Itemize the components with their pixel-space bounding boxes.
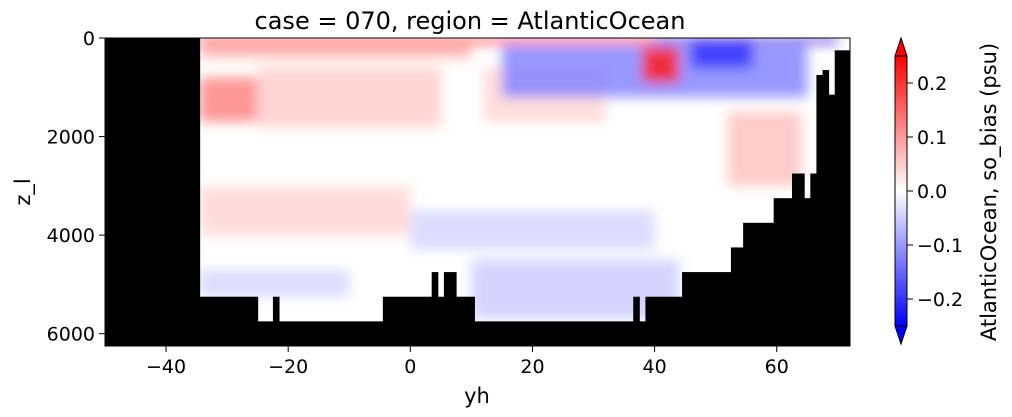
bias-cell-1 <box>654 38 838 44</box>
x-axis-label: yh <box>464 384 490 408</box>
x-axis-ticks: −40 −20 0 20 40 60 <box>146 346 789 378</box>
colorbar-gradient <box>894 55 908 327</box>
seafloor-column-24 <box>834 50 850 346</box>
seafloor-column-23 <box>828 94 836 346</box>
x-tick-label: −20 <box>268 356 308 378</box>
seafloor-column-2 <box>257 321 274 346</box>
x-tick-label: −40 <box>146 356 186 378</box>
bias-cell-2 <box>199 43 472 58</box>
seafloor-column-10 <box>474 321 634 346</box>
seafloor-column-15 <box>730 247 744 346</box>
bias-cell-12 <box>471 259 680 319</box>
bias-cell-0 <box>199 38 838 44</box>
seafloor-column-0 <box>105 38 201 346</box>
x-tick-label: 20 <box>520 356 544 378</box>
y-tick-label: 4000 <box>47 225 95 247</box>
y-tick-label: 2000 <box>47 127 95 149</box>
bias-cell-9 <box>727 111 802 186</box>
seafloor-column-14 <box>682 272 732 346</box>
bathymetry-mask <box>105 38 850 346</box>
seafloor-column-9 <box>456 296 475 346</box>
colorbar-tick-label: 0.1 <box>917 127 947 149</box>
colorbar-extend-min <box>894 325 908 346</box>
colorbar-tick-label: −0.2 <box>917 289 963 311</box>
seafloor-column-11 <box>633 296 640 346</box>
colorbar: −0.2 −0.1 0.0 0.1 0.2 AtlanticOcean, so_bias… <box>894 36 1002 346</box>
plot-frame <box>104 37 851 347</box>
bias-cell-4 <box>257 67 441 127</box>
colorbar-ticks: −0.2 −0.1 0.0 0.1 0.2 <box>907 73 963 311</box>
seafloor-column-20 <box>810 173 817 346</box>
seafloor-column-3 <box>272 296 280 346</box>
seafloor-column-17 <box>773 198 793 346</box>
colorbar-extend-max <box>894 36 908 57</box>
colorbar-tick-label: −0.1 <box>917 235 963 257</box>
seafloor-column-19 <box>804 198 811 346</box>
bias-cell-8 <box>691 42 753 68</box>
bias-layer <box>199 38 838 319</box>
seafloor-column-4 <box>279 321 384 346</box>
seafloor-column-8 <box>443 272 457 346</box>
seafloor-column-13 <box>645 296 683 346</box>
bias-cell-13 <box>199 269 350 297</box>
bias-cell-3 <box>199 77 258 122</box>
seafloor-column-12 <box>639 321 646 346</box>
plot-area <box>105 38 850 346</box>
y-tick-label: 0 <box>83 28 95 50</box>
seafloor-column-5 <box>382 296 433 346</box>
y-tick-label: 6000 <box>47 324 95 346</box>
bias-cell-7 <box>642 47 680 83</box>
colorbar-tick-label: 0.2 <box>917 73 947 95</box>
colorbar-label: AtlanticOcean, so_bias (psu) <box>977 43 1002 341</box>
x-tick-label: 60 <box>765 356 789 378</box>
seafloor-column-6 <box>431 272 439 346</box>
bias-cell-11 <box>410 210 655 250</box>
bias-cell-10 <box>199 185 411 236</box>
x-tick-label: 0 <box>404 356 416 378</box>
chart-title: case = 070, region = AtlanticOcean <box>255 7 686 35</box>
colorbar-tick-label: 0.0 <box>917 181 947 203</box>
y-axis-ticks: 0 2000 4000 6000 <box>47 28 105 346</box>
seafloor-column-18 <box>791 173 805 346</box>
seafloor-column-7 <box>437 296 445 346</box>
x-tick-label: 40 <box>642 356 666 378</box>
seafloor-column-22 <box>822 70 830 346</box>
seafloor-column-1 <box>199 296 259 346</box>
seafloor-column-16 <box>743 222 775 346</box>
y-axis-label: z_l <box>11 178 36 205</box>
seafloor-column-21 <box>816 74 824 346</box>
